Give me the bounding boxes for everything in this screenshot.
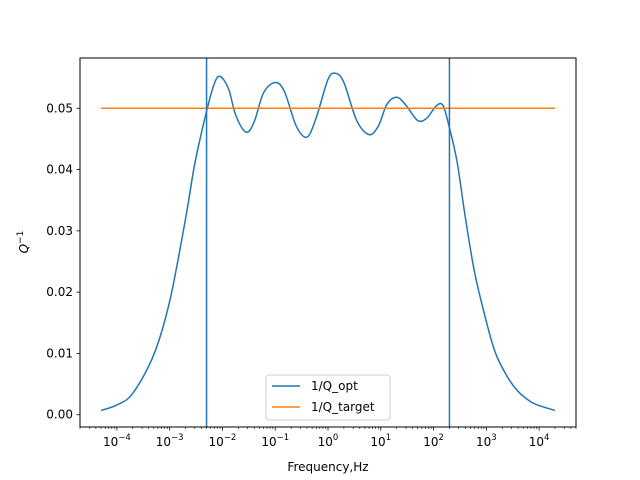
x-tick-label: 10−2 bbox=[209, 433, 237, 449]
y-tick-label: 0.02 bbox=[46, 285, 73, 299]
legend-label-q-opt: 1/Q_opt bbox=[311, 379, 358, 393]
y-tick-label: 0.04 bbox=[46, 163, 73, 177]
x-tick-label: 104 bbox=[529, 433, 550, 449]
y-axis-label: Q−1 bbox=[16, 231, 31, 254]
y-tick-label: 0.05 bbox=[46, 101, 73, 115]
legend: 1/Q_opt 1/Q_target bbox=[265, 374, 391, 421]
y-tick-label: 0.03 bbox=[46, 224, 73, 238]
y-tick-label: 0.00 bbox=[46, 408, 73, 422]
x-tick-label: 101 bbox=[370, 433, 391, 449]
y-axis: 0.00 0.01 0.02 0.03 0.04 0.05 bbox=[46, 101, 80, 422]
x-tick-label: 10−4 bbox=[103, 433, 131, 449]
series-layer bbox=[100, 58, 556, 427]
x-axis-label: Frequency,Hz bbox=[287, 460, 368, 474]
y-axis-label-base: Q bbox=[17, 244, 31, 253]
x-tick-label: 100 bbox=[318, 433, 339, 449]
legend-label-q-target: 1/Q_target bbox=[311, 400, 375, 414]
x-axis: 10−4 10−3 10−2 10−1 100 101 102 103 104 bbox=[79, 427, 577, 449]
x-tick-label: 10−3 bbox=[156, 433, 184, 449]
x-tick-label: 103 bbox=[476, 433, 497, 449]
y-axis-label-exponent: −1 bbox=[16, 231, 26, 244]
x-tick-label: 10−1 bbox=[261, 433, 289, 449]
x-tick-label: 102 bbox=[423, 433, 444, 449]
y-tick-label: 0.01 bbox=[46, 346, 73, 360]
